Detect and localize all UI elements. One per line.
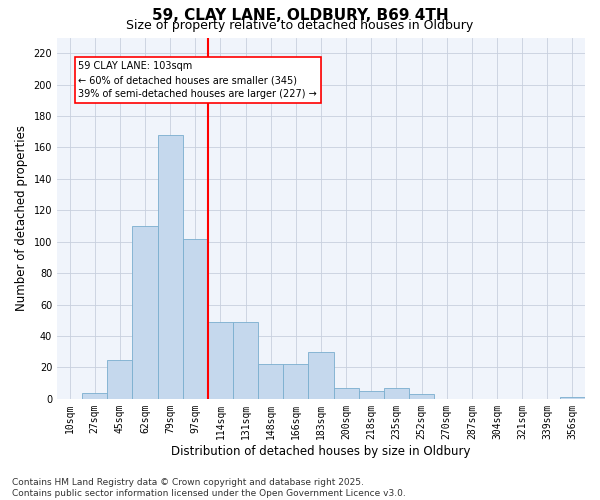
Bar xyxy=(283,364,308,399)
Bar xyxy=(359,391,384,399)
Text: Contains HM Land Registry data © Crown copyright and database right 2025.
Contai: Contains HM Land Registry data © Crown c… xyxy=(12,478,406,498)
Bar xyxy=(258,364,283,399)
Text: 59 CLAY LANE: 103sqm
← 60% of detached houses are smaller (345)
39% of semi-deta: 59 CLAY LANE: 103sqm ← 60% of detached h… xyxy=(79,61,317,99)
Bar xyxy=(107,360,133,399)
Y-axis label: Number of detached properties: Number of detached properties xyxy=(15,125,28,311)
Bar xyxy=(384,388,409,399)
Bar xyxy=(133,226,158,399)
Bar xyxy=(308,352,334,399)
Bar xyxy=(409,394,434,399)
Bar xyxy=(82,392,107,399)
Bar xyxy=(334,388,359,399)
Bar xyxy=(560,398,585,399)
Bar xyxy=(158,135,183,399)
X-axis label: Distribution of detached houses by size in Oldbury: Distribution of detached houses by size … xyxy=(171,444,471,458)
Text: 59, CLAY LANE, OLDBURY, B69 4TH: 59, CLAY LANE, OLDBURY, B69 4TH xyxy=(152,8,448,22)
Bar xyxy=(233,322,258,399)
Text: Size of property relative to detached houses in Oldbury: Size of property relative to detached ho… xyxy=(127,19,473,32)
Bar xyxy=(208,322,233,399)
Bar xyxy=(183,238,208,399)
